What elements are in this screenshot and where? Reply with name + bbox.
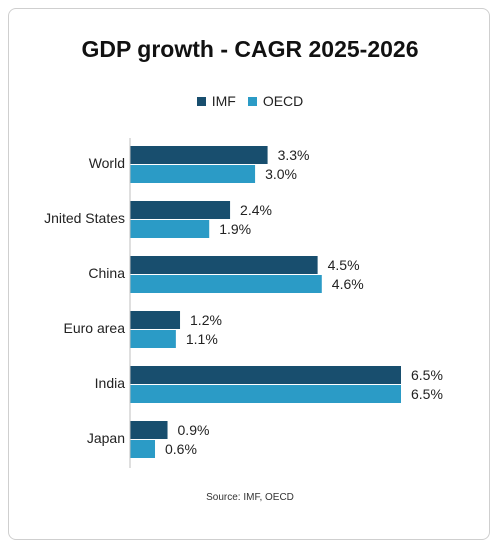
bar-oecd-japan <box>130 440 156 458</box>
legend-swatch-oecd <box>247 96 257 106</box>
chart-title: GDP growth - CAGR 2025-2026 <box>81 36 419 62</box>
value-label-imf-china: 4.5% <box>328 257 360 273</box>
value-label-imf-united-states: 2.4% <box>240 202 272 218</box>
value-label-oecd-china: 4.6% <box>332 276 364 292</box>
bar-imf-china <box>130 256 318 274</box>
chart-source: Source: IMF, OECD <box>206 492 294 503</box>
category-label-china: China <box>88 265 125 281</box>
value-label-oecd-india: 6.5% <box>411 386 443 402</box>
bar-oecd-world <box>130 165 256 183</box>
legend-item-imf: IMF <box>196 93 236 109</box>
chart-legend: IMF OECD <box>0 93 500 109</box>
legend-item-oecd: OECD <box>247 93 304 109</box>
bar-imf-world <box>130 146 268 164</box>
category-label-united-states: Jnited States <box>44 210 125 226</box>
category-label-euro-area: Euro area <box>64 320 126 336</box>
value-label-oecd-euro-area: 1.1% <box>186 331 218 347</box>
bar-oecd-india <box>130 385 401 403</box>
value-label-oecd-united-states: 1.9% <box>219 221 251 237</box>
value-label-oecd-japan: 0.6% <box>165 441 197 457</box>
value-label-imf-india: 6.5% <box>411 367 443 383</box>
value-label-imf-world: 3.3% <box>278 147 310 163</box>
value-label-imf-euro-area: 1.2% <box>190 312 222 328</box>
category-label-india: India <box>95 375 126 391</box>
category-label-world: World <box>89 155 125 171</box>
bar-imf-india <box>130 366 401 384</box>
bar-oecd-united-states <box>130 220 210 238</box>
bar-imf-euro-area <box>130 311 181 329</box>
legend-label-imf: IMF <box>211 93 236 109</box>
bar-oecd-euro-area <box>130 330 176 348</box>
bar-oecd-china <box>130 275 322 293</box>
value-label-oecd-world: 3.0% <box>265 166 297 182</box>
value-label-imf-japan: 0.9% <box>178 422 210 438</box>
bar-imf-japan <box>130 421 168 439</box>
legend-swatch-imf <box>196 96 206 106</box>
legend-label-oecd: OECD <box>262 93 304 109</box>
category-label-japan: Japan <box>87 430 125 446</box>
bar-imf-united-states <box>130 201 231 219</box>
